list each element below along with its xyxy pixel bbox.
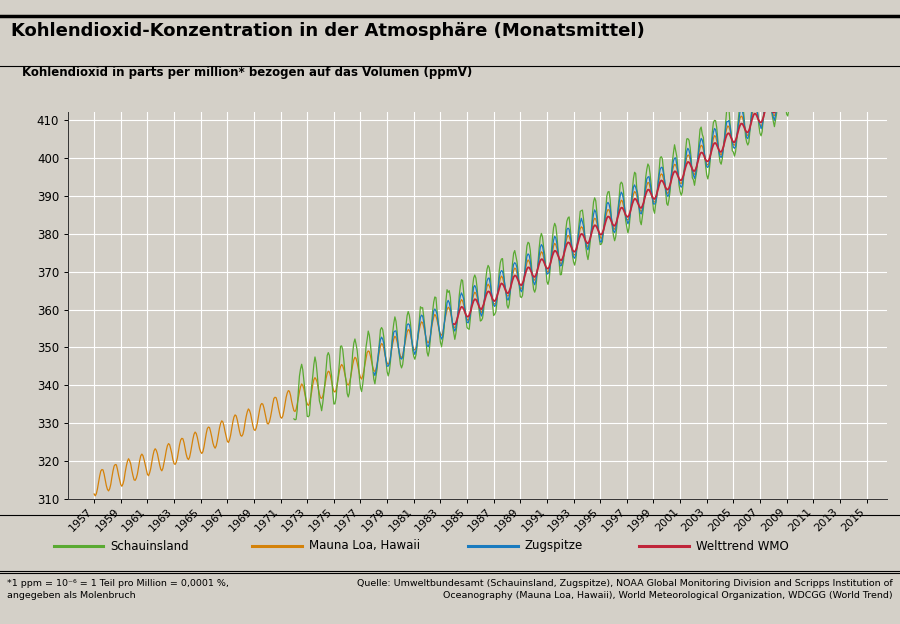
- Text: Zugspitze: Zugspitze: [525, 540, 583, 552]
- Text: Kohlendioxid in parts per million* bezogen auf das Volumen (ppmV): Kohlendioxid in parts per million* bezog…: [22, 66, 472, 79]
- Text: Welttrend WMO: Welttrend WMO: [696, 540, 788, 552]
- Text: Kohlendioxid-Konzentration in der Atmosphäre (Monatsmittel): Kohlendioxid-Konzentration in der Atmosp…: [11, 22, 644, 40]
- Text: *1 ppm = 10⁻⁶ = 1 Teil pro Million = 0,0001 %,
angegeben als Molenbruch: *1 ppm = 10⁻⁶ = 1 Teil pro Million = 0,0…: [7, 579, 230, 600]
- Text: Schauinsland: Schauinsland: [111, 540, 189, 552]
- Text: Quelle: Umweltbundesamt (Schauinsland, Zugspitze), NOAA Global Monitoring Divisi: Quelle: Umweltbundesamt (Schauinsland, Z…: [357, 579, 893, 600]
- Text: Mauna Loa, Hawaii: Mauna Loa, Hawaii: [309, 540, 419, 552]
